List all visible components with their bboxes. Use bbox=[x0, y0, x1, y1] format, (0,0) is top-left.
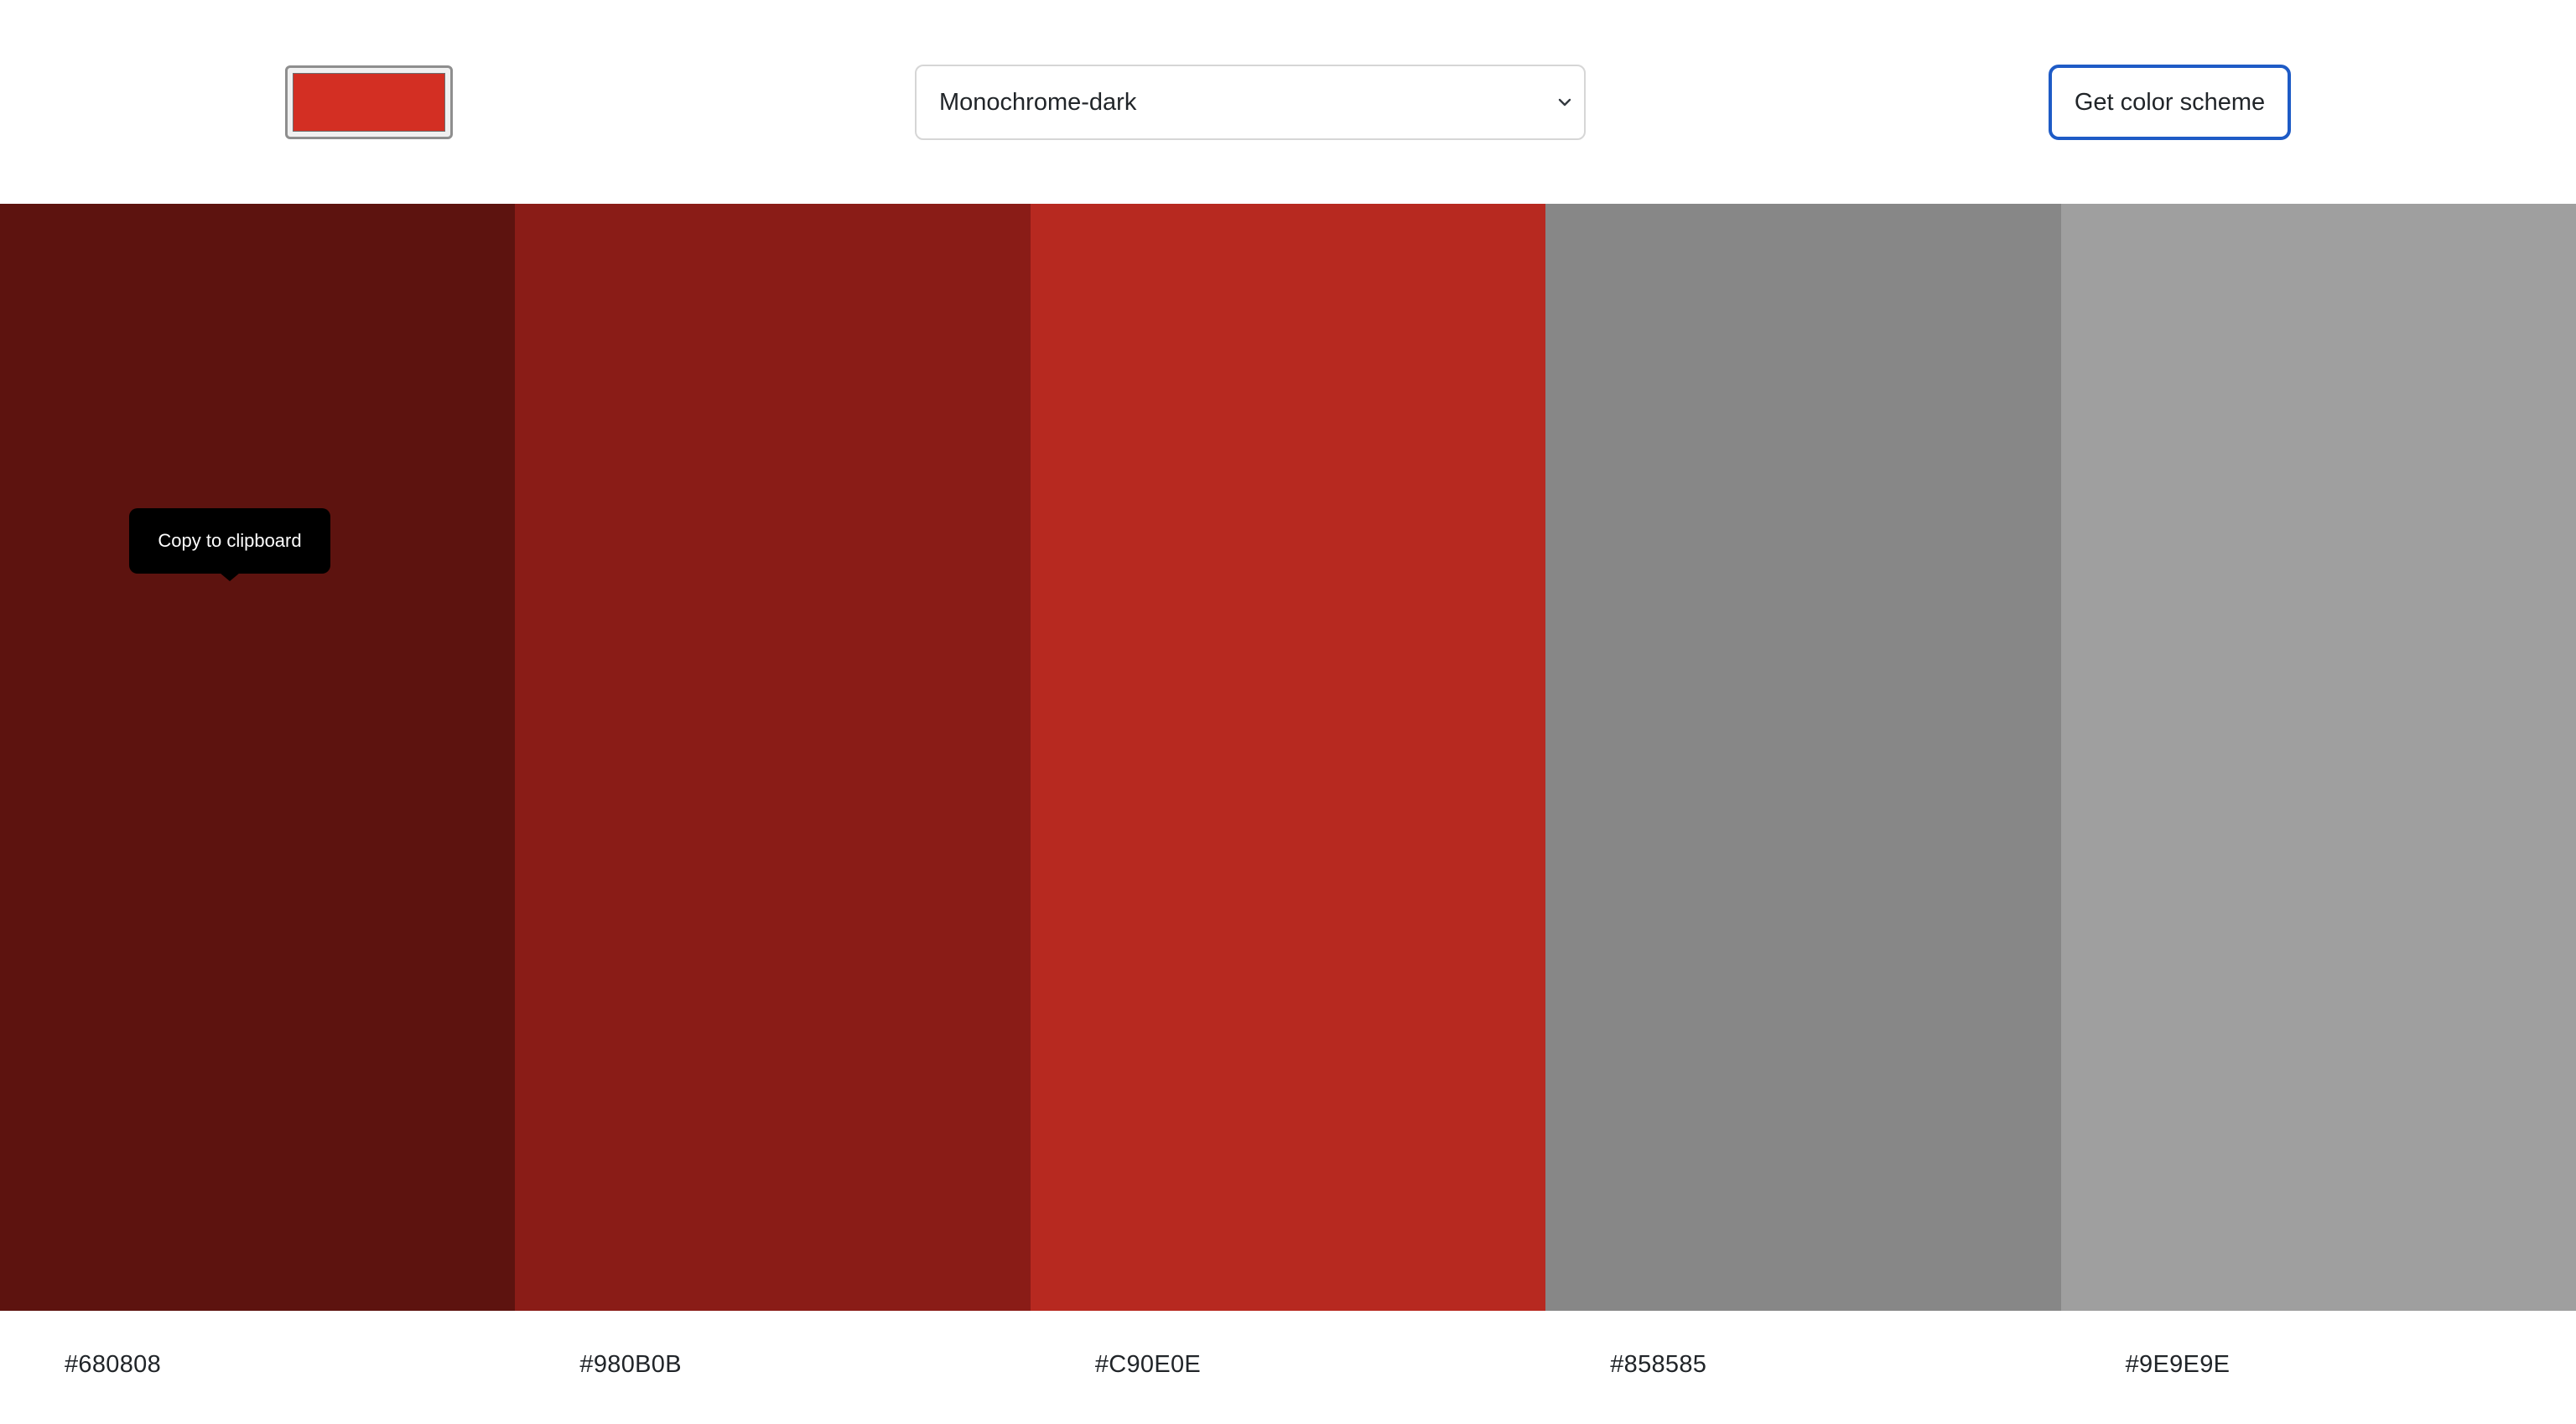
color-columns bbox=[0, 204, 2576, 1311]
scheme-mode-select[interactable]: Monochrome-dark bbox=[915, 65, 1586, 140]
header: Monochrome-dark Get color scheme bbox=[0, 0, 2576, 204]
seed-color-swatch bbox=[293, 73, 445, 132]
color-column[interactable] bbox=[0, 204, 516, 1311]
color-hex-label[interactable]: #858585 bbox=[1610, 1351, 1707, 1378]
color-column[interactable] bbox=[2060, 204, 2576, 1311]
color-hex-label[interactable]: #980B0B bbox=[579, 1351, 682, 1378]
color-column[interactable] bbox=[1030, 204, 1546, 1311]
color-column[interactable] bbox=[1545, 204, 2061, 1311]
color-hex-labels: #680808 #980B0B #C90E0E #858585 #9E9E9E bbox=[0, 1311, 2576, 1424]
seed-color-picker[interactable] bbox=[285, 65, 453, 139]
color-hex-label[interactable]: #9E9E9E bbox=[2125, 1351, 2231, 1378]
color-column[interactable] bbox=[515, 204, 1031, 1311]
scheme-mode-selected-value: Monochrome-dark bbox=[939, 89, 1137, 116]
color-hex-label[interactable]: #680808 bbox=[65, 1351, 161, 1378]
copy-tooltip: Copy to clipboard bbox=[129, 508, 330, 574]
get-color-scheme-button[interactable]: Get color scheme bbox=[2049, 65, 2291, 140]
copy-tooltip-arrow bbox=[220, 573, 240, 581]
chevron-down-icon bbox=[1558, 98, 1571, 107]
color-hex-label[interactable]: #C90E0E bbox=[1094, 1351, 1202, 1378]
